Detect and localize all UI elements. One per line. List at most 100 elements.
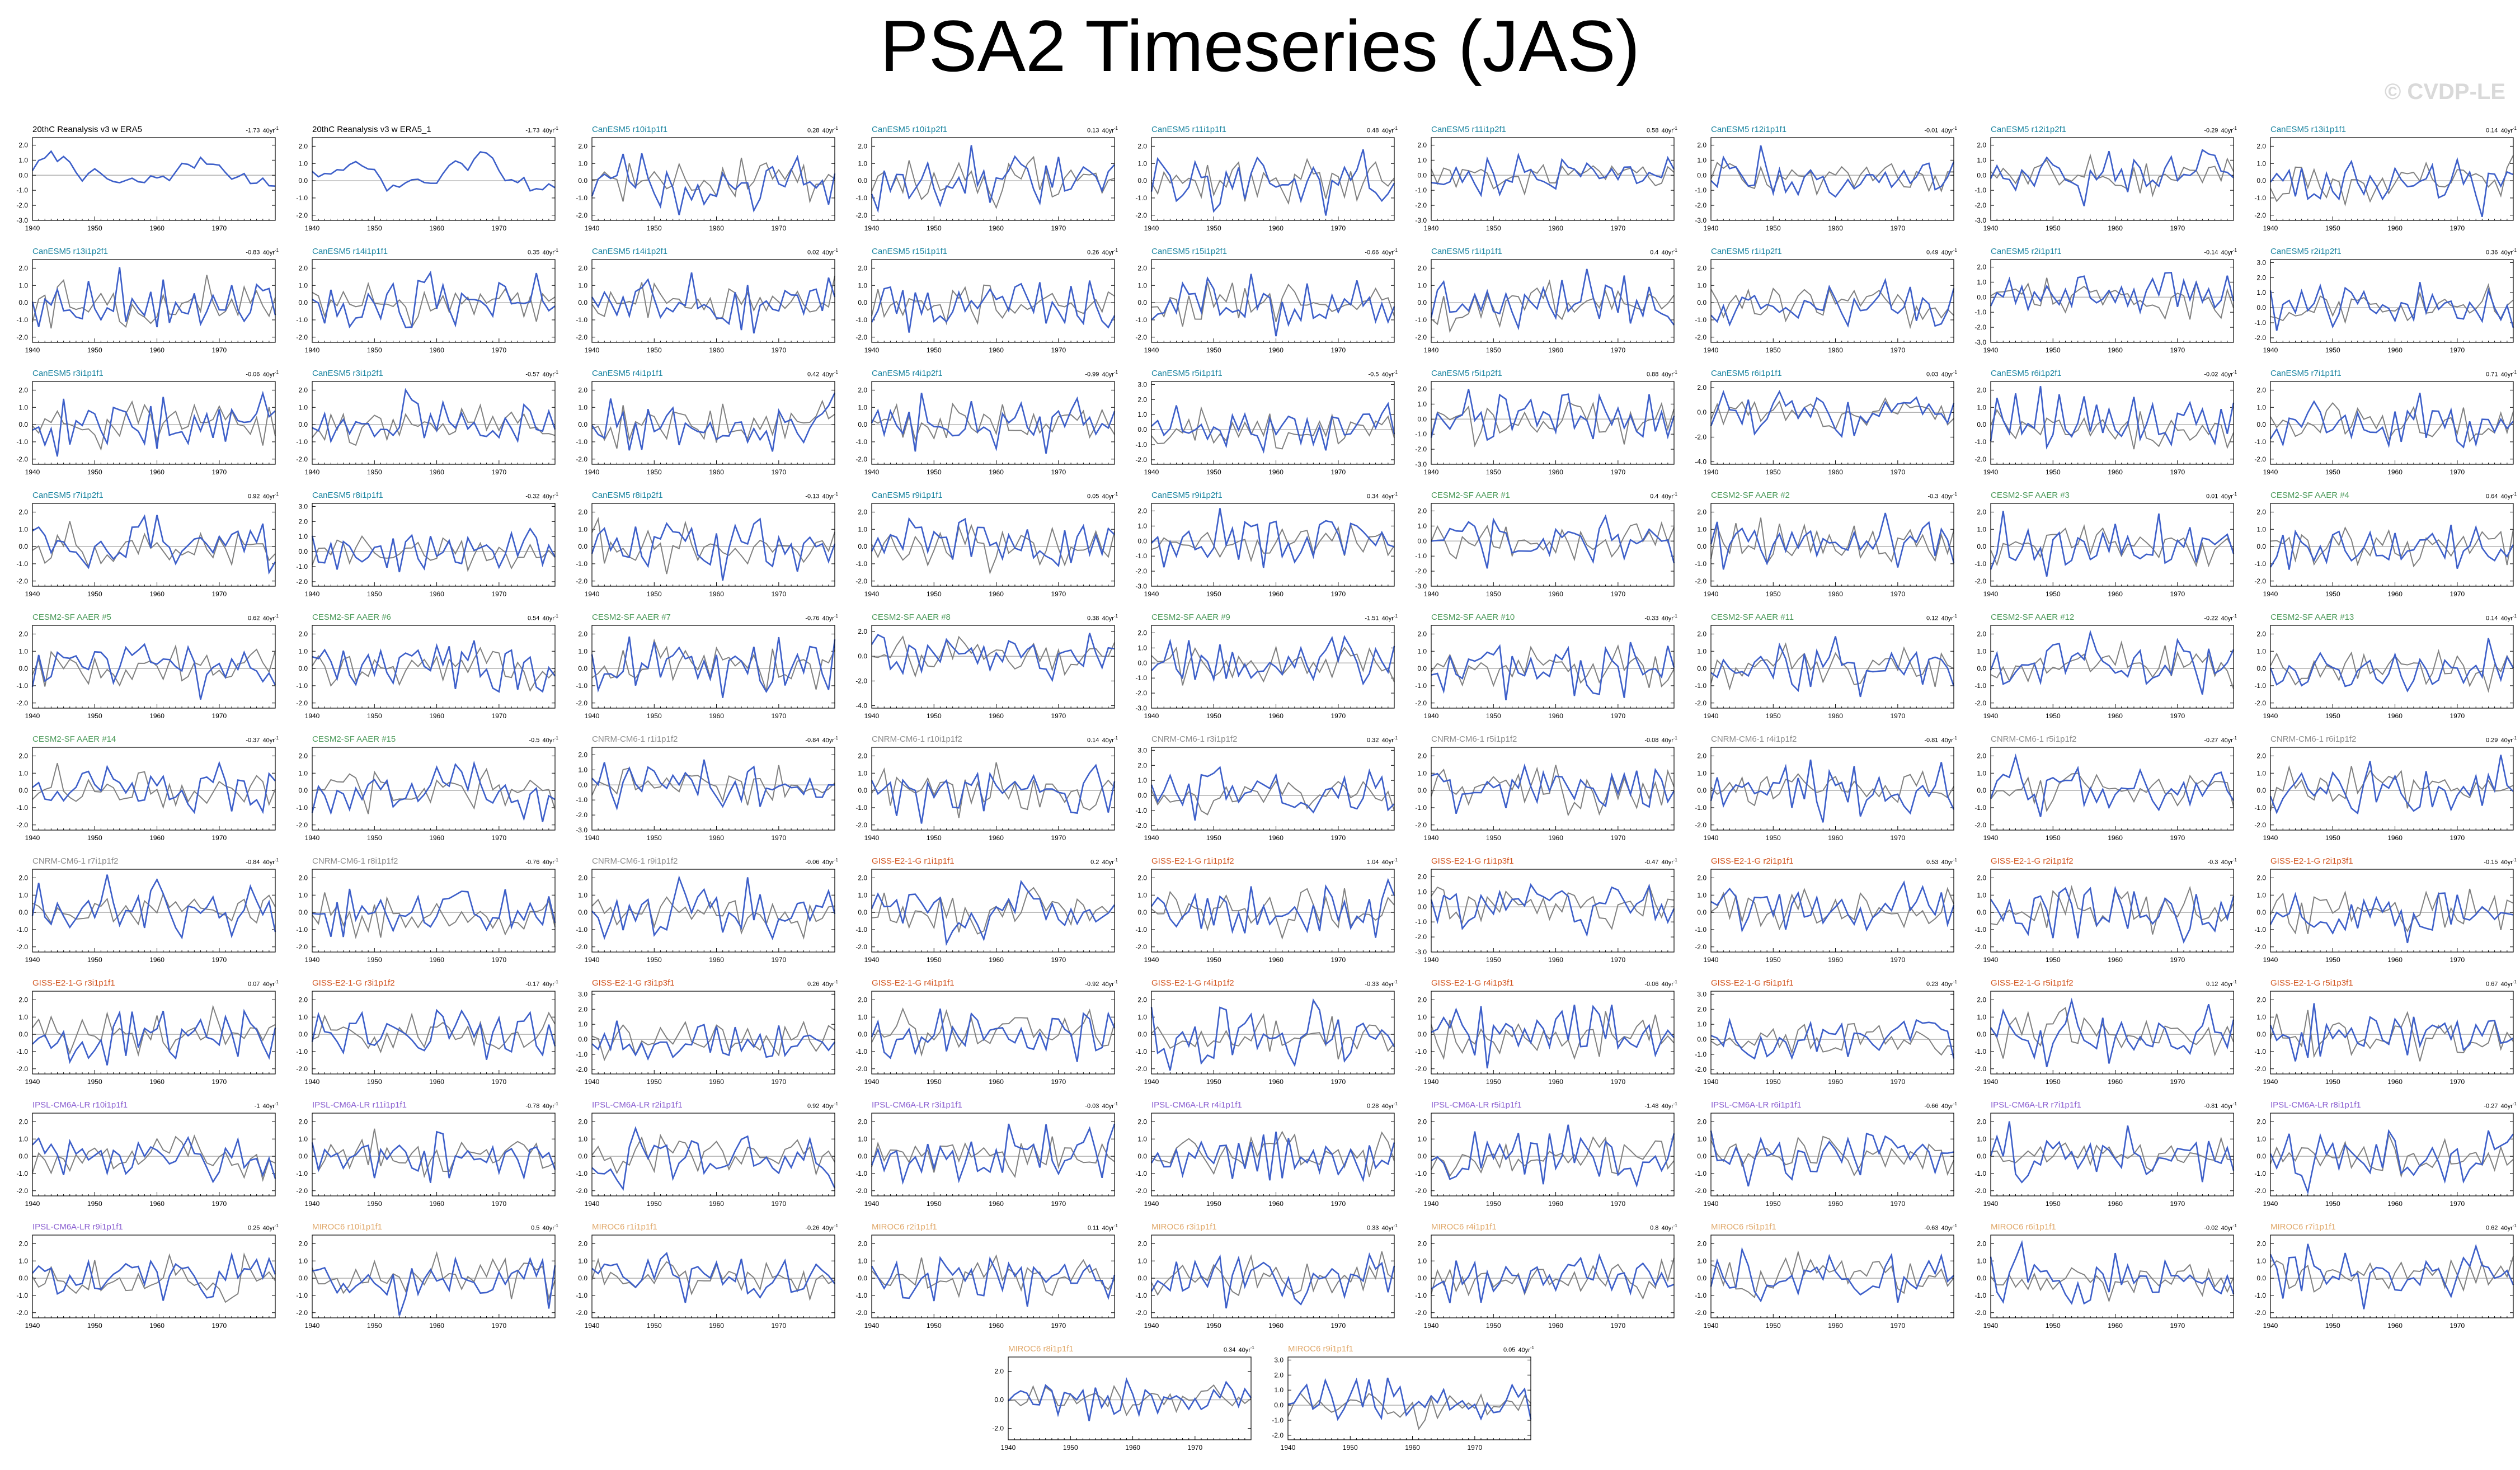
plot-frame (32, 381, 276, 465)
y-tick-label: -1.0 (1135, 316, 1147, 324)
observation-series-line (312, 281, 556, 329)
trend-units-exponent: -1 (1113, 614, 1118, 619)
y-tick-label: -2.0 (1974, 577, 1986, 585)
watermark: © CVDP-LE (2384, 79, 2505, 104)
y-tick-label: 1.0 (1137, 159, 1147, 167)
plot-frame (32, 625, 276, 709)
x-tick-label: 1950 (87, 834, 102, 842)
x-tick-label: 1950 (927, 346, 942, 354)
x-tick-label: 1940 (305, 1078, 320, 1086)
observation-series-line (871, 284, 1115, 326)
y-tick-label: -2.0 (1415, 933, 1427, 941)
panel-plot: 3.0 2.0 1.0 0.0 -1.0 -2.0 1940 1950 1960 1970 (1695, 990, 1955, 1086)
trend-units: 40yr (261, 493, 275, 500)
y-tick-label: -1.0 (855, 926, 867, 934)
chart-panel: CanESM5 r1i1p2f1 0.49 40yr-1 2.0 1.0 0.0 -1.0… (1682, 244, 1962, 359)
y-tick-label: -1.0 (576, 926, 587, 934)
panel-trend: -0.76 40yr-1 (805, 614, 838, 622)
panel-title: CNRM-CM6-1 r5i1p1f2 (1991, 734, 2077, 744)
panel-trend: 0.05 40yr-1 (1087, 492, 1118, 500)
trend-units: 40yr (2499, 371, 2513, 378)
x-tick-label: 1950 (647, 590, 662, 598)
x-tick-label: 1960 (2108, 956, 2123, 964)
trend-units: 40yr (2219, 371, 2233, 378)
x-tick-label: 1940 (1704, 712, 1719, 720)
model-series-line (1710, 512, 1955, 570)
plot-frame (591, 259, 835, 343)
x-tick-label: 1940 (585, 346, 600, 354)
x-tick-label: 1960 (1548, 834, 1563, 842)
chart-panel: CanESM5 r4i1p2f1 -0.99 40yr-1 2.0 1.0 0.0 -1.… (843, 366, 1122, 480)
chart-panel: GISS-E2-1-G r4i1p1f1 -0.92 40yr-1 2.0 1.0 0.… (843, 976, 1122, 1090)
y-tick-label: 1.0 (298, 403, 308, 411)
plot-frame (1151, 381, 1395, 465)
x-tick-label: 1960 (429, 346, 444, 354)
y-tick-label: -2.0 (1695, 433, 1706, 441)
trend-value: -0.84 (246, 859, 260, 866)
trend-units: 40yr (820, 859, 834, 866)
panel-trend: 0.26 40yr-1 (807, 979, 838, 988)
trend-units-exponent: -1 (2512, 492, 2517, 497)
trend-value: 0.12 (1926, 615, 1939, 622)
y-tick-label: -1.0 (16, 804, 28, 812)
model-series-line (31, 267, 276, 328)
trend-units-exponent: -1 (834, 614, 838, 619)
y-tick-label: 2.0 (578, 142, 587, 150)
panel-trend: -0.13 40yr-1 (805, 492, 838, 500)
y-tick-label: 0.0 (578, 543, 587, 550)
panel-trend: 0.4 40yr-1 (1650, 492, 1677, 500)
x-tick-label: 1940 (1144, 346, 1159, 354)
model-series-line (312, 151, 556, 192)
y-tick-label: 1.0 (1417, 888, 1427, 896)
x-tick-label: 1950 (1766, 1078, 1781, 1086)
x-tick-label: 1940 (864, 956, 880, 964)
panel-trend: 0.28 40yr-1 (807, 126, 838, 134)
observation-series-line (1710, 397, 1954, 430)
chart-panel: CanESM5 r3i1p2f1 -0.57 40yr-1 2.0 1.0 0.0 -1.… (283, 366, 563, 480)
panel-trend: -0.15 40yr-1 (2484, 858, 2517, 866)
trend-units-exponent: -1 (1113, 248, 1118, 253)
panel-trend: -0.84 40yr-1 (246, 858, 279, 866)
observation-series-line (1990, 884, 2234, 935)
y-tick-label: -1.0 (1695, 186, 1706, 194)
panel-title: CanESM5 r12i1p1f1 (1711, 125, 1787, 134)
y-tick-label: 1.0 (578, 281, 587, 289)
panel-plot: 2.0 1.0 0.0 -1.0 -2.0 1940 1950 1960 1970 (1974, 747, 2235, 842)
panel-trend: -0.3 40yr-1 (2207, 858, 2237, 866)
panel-trend: -0.29 40yr-1 (2204, 126, 2237, 134)
x-tick-label: 1950 (87, 590, 102, 598)
model-series-line (1150, 766, 1395, 821)
trend-units-exponent: -1 (1113, 370, 1118, 375)
panel-title: GISS-E2-1-G r1i1p1f1 (872, 856, 955, 866)
y-tick-label: 2.0 (1697, 508, 1706, 516)
x-tick-label: 1970 (1051, 956, 1066, 964)
panel-title: CESM2-SF AAER #11 (1711, 613, 1794, 622)
chart-panel: CanESM5 r11i1p1f1 0.48 40yr-1 2.0 1.0 0.0 -1.… (1122, 122, 1402, 237)
trend-value: -0.22 (2204, 615, 2218, 622)
x-tick-label: 1940 (585, 224, 600, 232)
x-tick-label: 1940 (2263, 590, 2278, 598)
x-tick-label: 1940 (2263, 956, 2278, 964)
panel-plot: 2.0 1.0 0.0 -1.0 -2.0 1940 1950 1960 1970 (855, 747, 1116, 842)
x-tick-label: 1970 (1610, 468, 1625, 476)
panel-title: CNRM-CM6-1 r1i1p1f2 (592, 734, 678, 744)
y-tick-label: 2.0 (2256, 874, 2266, 882)
x-tick-label: 1970 (1330, 834, 1346, 842)
model-series-line (1710, 277, 1955, 328)
chart-panel: CanESM5 r2i1p1f1 -0.14 40yr-1 2.0 1.0 0.0 -1.… (1962, 244, 2241, 359)
y-tick-label: 2.0 (578, 386, 587, 394)
x-tick-label: 1970 (1610, 1078, 1625, 1086)
y-tick-label: -1.0 (1974, 804, 1986, 812)
x-tick-label: 1950 (367, 590, 382, 598)
x-tick-label: 1960 (1828, 956, 1843, 964)
x-tick-label: 1950 (367, 712, 382, 720)
y-tick-label: 0.0 (1417, 415, 1427, 423)
trend-value: 0.12 (2206, 981, 2218, 988)
y-tick-label: -3.0 (16, 216, 28, 224)
y-tick-label: -2.0 (296, 578, 308, 586)
trend-value: -0.66 (1365, 249, 1379, 256)
model-series-line (1431, 514, 1675, 569)
observation-series-line (1151, 888, 1395, 940)
y-tick-label: 0.0 (1137, 908, 1147, 916)
panel-title: CanESM5 r6i1p2f1 (1991, 369, 2062, 378)
